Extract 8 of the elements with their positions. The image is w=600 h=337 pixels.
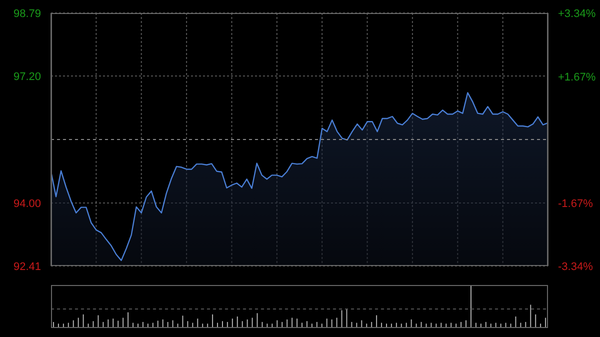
y-tick-label: 92.41 bbox=[13, 261, 41, 273]
y-tick-label: 97.20 bbox=[13, 71, 41, 84]
y2-tick-label: -3.34% bbox=[558, 261, 594, 273]
y-tick-label: 98.79 bbox=[13, 8, 41, 20]
y2-tick-label: +3.34% bbox=[558, 8, 596, 20]
y2-tick-label: -1.67% bbox=[558, 198, 594, 210]
y2-tick-label: +1.67% bbox=[558, 71, 596, 84]
y-tick-label: 94.00 bbox=[13, 198, 41, 210]
